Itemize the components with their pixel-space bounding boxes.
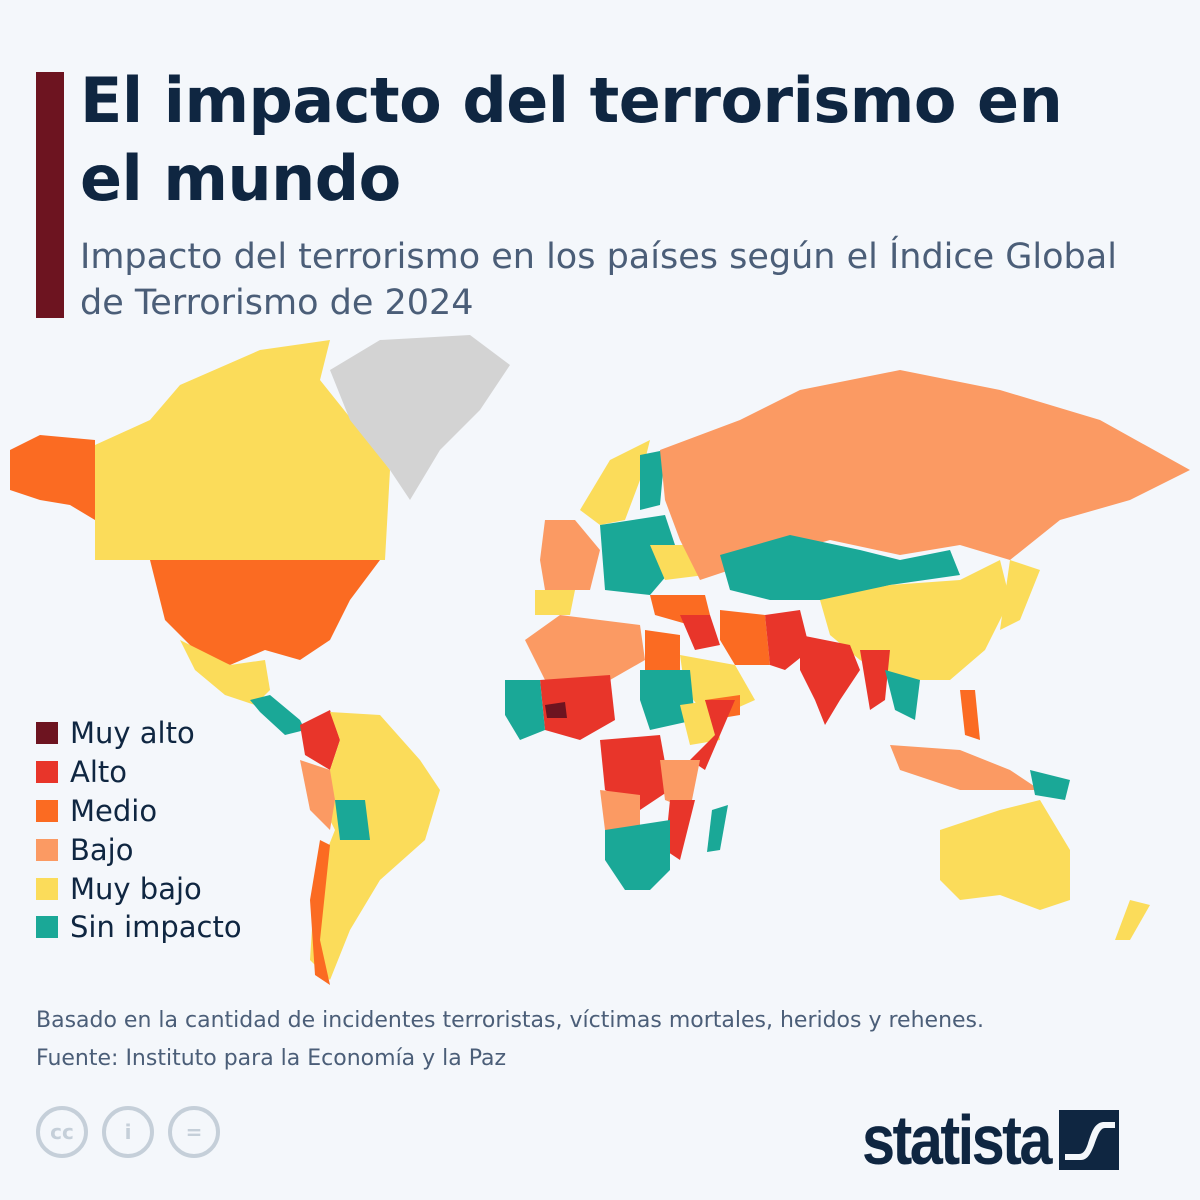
region-scandinavia: [580, 440, 650, 525]
region-syria-israel: [680, 615, 720, 650]
region-indonesia: [890, 745, 1040, 790]
attribution-icon[interactable]: i: [102, 1106, 154, 1158]
region-myanmar: [860, 650, 890, 710]
legend-swatch: [36, 916, 58, 939]
legend: Muy alto Alto Medio Bajo Muy bajo Sin im…: [36, 714, 242, 947]
legend-label: Alto: [70, 755, 128, 790]
legend-item-bajo: Bajo: [36, 830, 242, 869]
region-iran: [720, 610, 770, 665]
region-south-america: [310, 712, 440, 980]
legend-label: Muy alto: [70, 716, 195, 751]
basis-note: Basado en la cantidad de incidentes terr…: [36, 1008, 984, 1033]
legend-item-muy-bajo: Muy bajo: [36, 869, 242, 908]
legend-swatch: [36, 877, 58, 900]
world-map: [10, 335, 1190, 985]
brand-wordmark: statista: [862, 1101, 1052, 1179]
legend-item-alto: Alto: [36, 753, 242, 792]
region-australia: [940, 800, 1070, 910]
statista-logo[interactable]: statista: [862, 1100, 1120, 1180]
statista-logo-icon: [1059, 1110, 1120, 1170]
region-sahel: [540, 675, 615, 740]
region-new-zealand: [1115, 900, 1150, 940]
region-central-africa: [600, 735, 670, 810]
region-western-europe: [540, 520, 600, 590]
legend-item-sin-impacto: Sin impacto: [36, 908, 242, 947]
region-usa: [150, 560, 380, 665]
region-east-africa: [660, 760, 700, 810]
region-kazakhstan-central-asia: [720, 535, 960, 600]
region-korea-japan: [1000, 560, 1040, 630]
region-alaska: [10, 435, 95, 520]
region-greenland: [330, 335, 510, 500]
legend-item-medio: Medio: [36, 792, 242, 831]
footnotes: Basado en la cantidad de incidentes terr…: [36, 1002, 984, 1078]
region-india: [800, 635, 860, 725]
legend-label: Muy bajo: [70, 871, 202, 906]
region-mozambique: [665, 800, 695, 860]
region-burkina-faso: [545, 702, 567, 718]
region-canada: [95, 340, 390, 560]
region-egypt: [645, 630, 680, 675]
region-iberia: [535, 590, 575, 615]
legend-swatch: [36, 838, 58, 861]
region-colombia: [300, 710, 340, 770]
region-peru: [300, 760, 335, 830]
cc-icon[interactable]: cc: [36, 1106, 88, 1158]
legend-label: Medio: [70, 793, 158, 828]
region-finland: [640, 450, 665, 510]
region-madagascar: [707, 805, 728, 852]
region-sudan-east: [640, 670, 695, 730]
region-philippines: [960, 690, 980, 740]
source-note: Fuente: Instituto para la Economía y la …: [36, 1046, 507, 1071]
license-icons: cc i =: [36, 1106, 220, 1158]
legend-swatch: [36, 799, 58, 822]
legend-label: Bajo: [70, 832, 134, 867]
region-somalia: [690, 700, 735, 770]
region-angola: [600, 790, 640, 830]
region-papua: [1030, 770, 1070, 800]
region-southeast-asia: [885, 670, 920, 720]
accent-bar: [36, 72, 64, 318]
region-afghanistan-pakistan: [765, 610, 810, 670]
region-southern-africa: [605, 820, 670, 890]
legend-swatch: [36, 722, 58, 745]
region-bolivia: [335, 800, 370, 840]
page-title: El impacto del terrorismo en el mundo: [80, 64, 1063, 215]
region-chile: [310, 840, 330, 985]
legend-label: Sin impacto: [70, 910, 242, 945]
page-subtitle: Impacto del terrorismo en los países seg…: [80, 237, 1117, 323]
region-central-america: [250, 695, 305, 735]
region-mexico: [180, 640, 270, 705]
legend-item-muy-alto: Muy alto: [36, 714, 242, 753]
region-russia: [660, 370, 1190, 580]
region-central-europe: [600, 515, 680, 595]
no-derivatives-icon[interactable]: =: [168, 1106, 220, 1158]
region-west-africa: [505, 680, 545, 740]
region-north-africa: [525, 615, 645, 690]
legend-swatch: [36, 761, 58, 784]
